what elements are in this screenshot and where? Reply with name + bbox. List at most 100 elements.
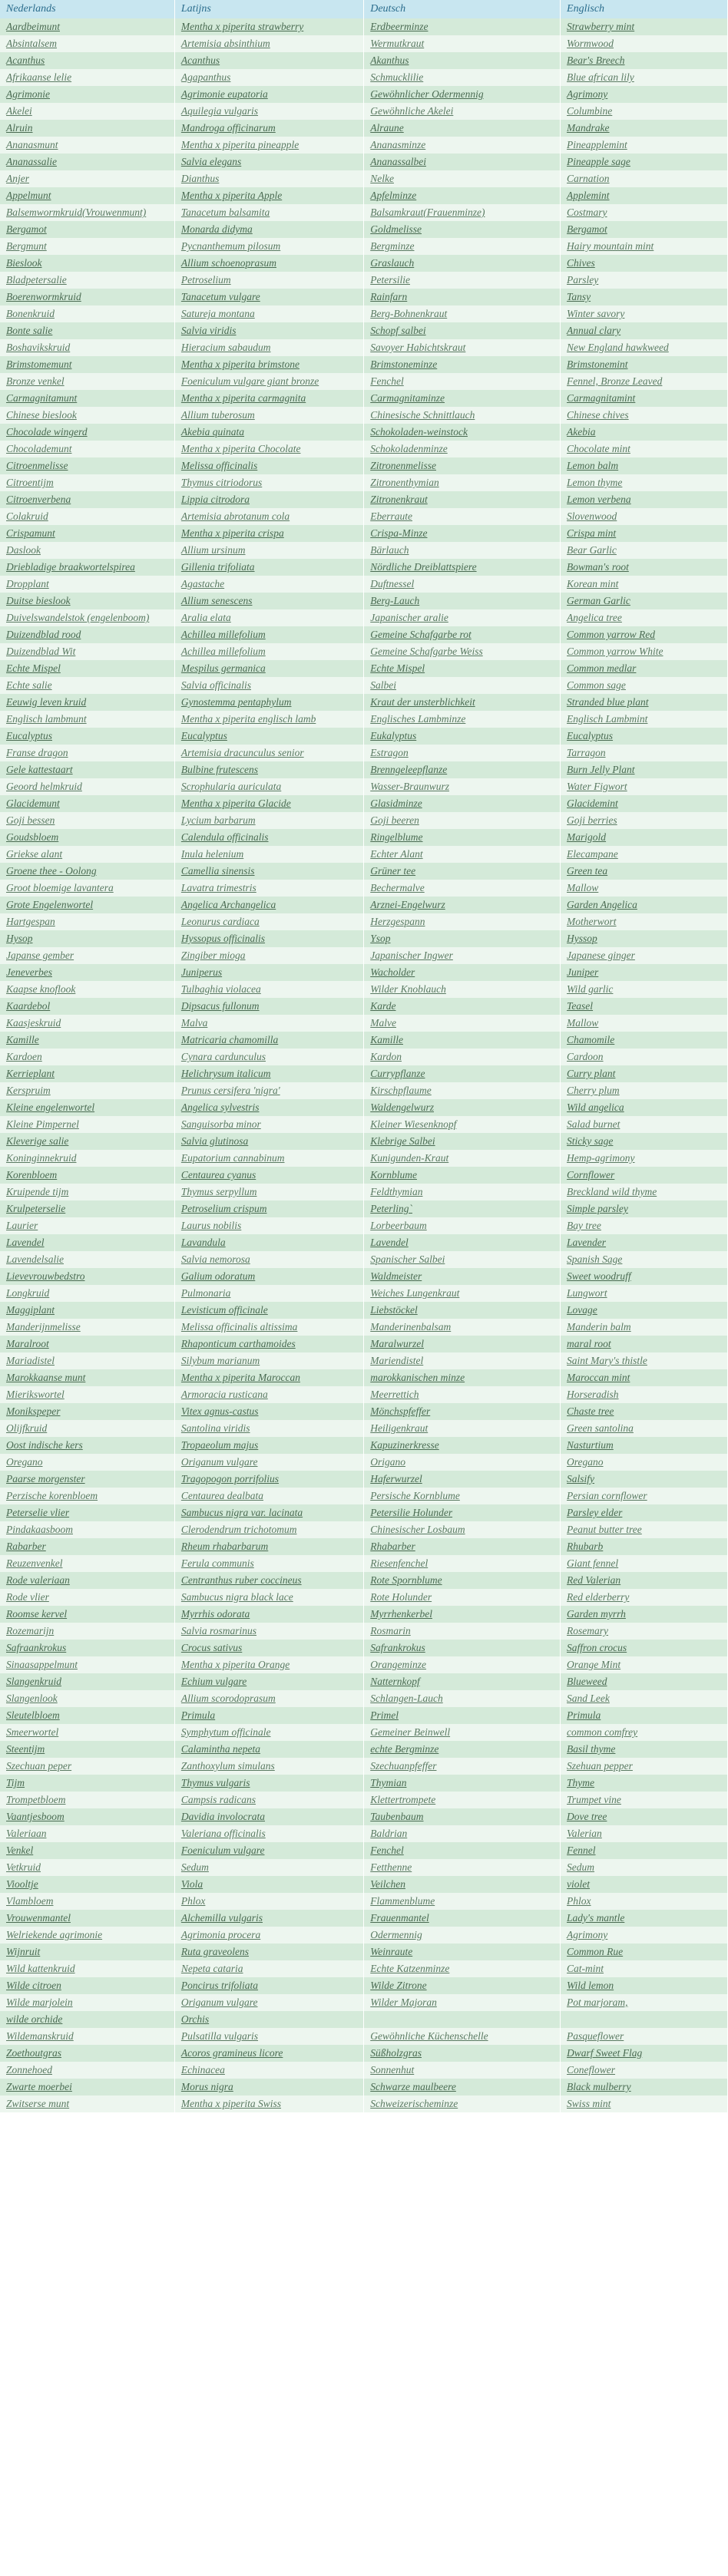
cell-en[interactable]: Hemp-agrimony bbox=[561, 1150, 728, 1167]
plant-link[interactable]: Szehuan pepper bbox=[567, 1760, 633, 1772]
plant-link[interactable]: Trumpet vine bbox=[567, 1794, 621, 1805]
plant-link[interactable]: Camellia sinensis bbox=[181, 865, 255, 877]
plant-link[interactable]: Origanum vulgare bbox=[181, 1456, 258, 1468]
plant-link[interactable]: Rhaponticum carthamoides bbox=[181, 1338, 296, 1349]
cell-de[interactable]: Brimstoneminze bbox=[364, 356, 561, 373]
plant-link[interactable]: Lavatra trimestris bbox=[181, 882, 256, 893]
cell-en[interactable]: Elecampane bbox=[561, 846, 728, 863]
cell-la[interactable]: Primula bbox=[174, 1707, 363, 1724]
cell-en[interactable]: Agrimony bbox=[561, 1927, 728, 1944]
plant-link[interactable]: Bieslook bbox=[6, 257, 42, 269]
plant-link[interactable]: Dove tree bbox=[567, 1811, 607, 1822]
plant-link[interactable]: Mariendistel bbox=[370, 1355, 423, 1366]
plant-link[interactable]: Petroselium bbox=[181, 274, 231, 286]
cell-en[interactable]: Cardoon bbox=[561, 1049, 728, 1065]
cell-la[interactable]: Artemisia absinthium bbox=[174, 35, 363, 52]
plant-link[interactable]: Rabarber bbox=[6, 1541, 46, 1552]
cell-en[interactable]: Hairy mountain mint bbox=[561, 238, 728, 255]
cell-en[interactable]: Mallow bbox=[561, 1015, 728, 1032]
plant-link[interactable]: Allium tuberosum bbox=[181, 409, 255, 421]
cell-la[interactable]: Foeniculum vulgare bbox=[174, 1842, 363, 1859]
cell-la[interactable]: Mentha x piperita Glacide bbox=[174, 795, 363, 812]
cell-en[interactable]: Green tea bbox=[561, 863, 728, 880]
plant-link[interactable]: Echte Mispel bbox=[6, 662, 61, 674]
plant-link[interactable]: New England hawkweed bbox=[567, 342, 669, 353]
cell-la[interactable]: Sambucus nigra black lace bbox=[174, 1589, 363, 1606]
cell-nl[interactable]: Bronze venkel bbox=[0, 373, 174, 390]
plant-link[interactable]: Groene thee - Oolong bbox=[6, 865, 97, 877]
cell-en[interactable]: Lovage bbox=[561, 1302, 728, 1319]
plant-link[interactable]: Mentha x piperita strawberry bbox=[181, 21, 303, 32]
plant-link[interactable]: Agastache bbox=[181, 578, 224, 590]
cell-de[interactable]: Lorbeerbaum bbox=[364, 1217, 561, 1234]
cell-de[interactable]: Kleiner Wiesenknopf bbox=[364, 1116, 561, 1133]
plant-link[interactable]: Lavendel bbox=[370, 1237, 409, 1248]
plant-link[interactable]: Citroenmelisse bbox=[6, 460, 68, 471]
cell-nl[interactable]: Szechuan peper bbox=[0, 1758, 174, 1775]
cell-nl[interactable]: Koninginnekruid bbox=[0, 1150, 174, 1167]
cell-nl[interactable]: Citroenmelisse bbox=[0, 457, 174, 474]
cell-nl[interactable]: Safraankrokus bbox=[0, 1640, 174, 1656]
plant-link[interactable]: Grüner tee bbox=[370, 865, 415, 877]
plant-link[interactable]: Perzische korenbloem bbox=[6, 1490, 98, 1501]
cell-nl[interactable]: Kleine Pimpernel bbox=[0, 1116, 174, 1133]
plant-link[interactable]: Satureja montana bbox=[181, 308, 255, 319]
cell-la[interactable]: Ferula communis bbox=[174, 1555, 363, 1572]
plant-link[interactable]: Lavendel bbox=[6, 1237, 45, 1248]
cell-en[interactable]: Carnation bbox=[561, 170, 728, 187]
plant-link[interactable]: Chinese bieslook bbox=[6, 409, 77, 421]
cell-la[interactable]: Origanum vulgare bbox=[174, 1454, 363, 1471]
cell-en[interactable]: Eucalyptus bbox=[561, 728, 728, 745]
cell-la[interactable]: Malva bbox=[174, 1015, 363, 1032]
plant-link[interactable]: Acanthus bbox=[181, 54, 220, 66]
plant-link[interactable]: Kornblume bbox=[370, 1169, 417, 1181]
cell-nl[interactable]: Bonte salie bbox=[0, 322, 174, 339]
plant-link[interactable]: Brenngeleepflanze bbox=[370, 764, 447, 775]
cell-de[interactable]: Bergminze bbox=[364, 238, 561, 255]
plant-link[interactable]: Columbine bbox=[567, 105, 612, 117]
plant-link[interactable]: Malva bbox=[181, 1017, 208, 1029]
cell-de[interactable]: Flammenblume bbox=[364, 1893, 561, 1910]
plant-link[interactable]: Mandrake bbox=[567, 122, 609, 134]
plant-link[interactable]: Alraune bbox=[370, 122, 404, 134]
cell-la[interactable]: Sanguisorba minor bbox=[174, 1116, 363, 1133]
cell-de[interactable]: Schokoladenminze bbox=[364, 441, 561, 457]
cell-nl[interactable]: Slangenlook bbox=[0, 1690, 174, 1707]
cell-nl[interactable]: Bladpetersalie bbox=[0, 272, 174, 289]
plant-link[interactable]: Ysop bbox=[370, 933, 390, 944]
cell-de[interactable]: Petersilie bbox=[364, 272, 561, 289]
cell-de[interactable]: Alraune bbox=[364, 120, 561, 137]
plant-link[interactable]: Kerspruim bbox=[6, 1085, 51, 1096]
cell-en[interactable]: Mandrake bbox=[561, 120, 728, 137]
plant-link[interactable]: Duitse bieslook bbox=[6, 595, 71, 606]
cell-en[interactable]: Common yarrow White bbox=[561, 643, 728, 660]
cell-en[interactable]: Saffron crocus bbox=[561, 1640, 728, 1656]
plant-link[interactable]: Monarda didyma bbox=[181, 223, 253, 235]
plant-link[interactable]: Chocolade wingerd bbox=[6, 426, 88, 438]
cell-nl[interactable]: Rode valeriaan bbox=[0, 1572, 174, 1589]
cell-de[interactable]: Currypflanze bbox=[364, 1065, 561, 1082]
plant-link[interactable]: Englisch Lambmint bbox=[567, 713, 647, 725]
cell-en[interactable]: Garden myrrh bbox=[561, 1606, 728, 1623]
cell-nl[interactable]: Hysop bbox=[0, 930, 174, 947]
cell-en[interactable]: Salsify bbox=[561, 1471, 728, 1488]
plant-link[interactable]: Blue african lily bbox=[567, 71, 634, 83]
cell-la[interactable]: Eupatorium cannabinum bbox=[174, 1150, 363, 1167]
cell-nl[interactable]: Driebladige braakwortelspirea bbox=[0, 559, 174, 576]
cell-la[interactable]: Lycium barbarum bbox=[174, 812, 363, 829]
cell-en[interactable]: Orange Mint bbox=[561, 1656, 728, 1673]
cell-nl[interactable]: Kaasjeskruid bbox=[0, 1015, 174, 1032]
cell-de[interactable]: Safrankrokus bbox=[364, 1640, 561, 1656]
cell-de[interactable]: Frauenmantel bbox=[364, 1910, 561, 1927]
cell-nl[interactable]: wilde orchide bbox=[0, 2011, 174, 2028]
cell-nl[interactable]: Grote Engelenwortel bbox=[0, 897, 174, 913]
cell-de[interactable]: Rote Holunder bbox=[364, 1589, 561, 1606]
cell-en[interactable]: Manderin balm bbox=[561, 1319, 728, 1336]
plant-link[interactable]: Goudsbloem bbox=[6, 831, 58, 843]
cell-de[interactable]: Natternkopf bbox=[364, 1673, 561, 1690]
plant-link[interactable]: Chinese chives bbox=[567, 409, 629, 421]
cell-nl[interactable]: Venkel bbox=[0, 1842, 174, 1859]
plant-link[interactable]: Olijfkruid bbox=[6, 1422, 47, 1434]
cell-nl[interactable]: Bieslook bbox=[0, 255, 174, 272]
cell-la[interactable]: Scrophularia auriculata bbox=[174, 778, 363, 795]
